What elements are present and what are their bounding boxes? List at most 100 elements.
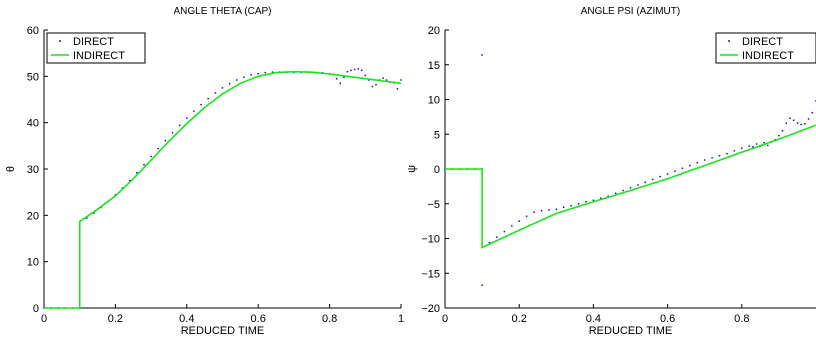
data-point: [755, 143, 758, 145]
y-tick-label: 20: [27, 210, 39, 222]
data-point: [644, 181, 647, 184]
data-point: [496, 236, 498, 239]
x-tick-label: 0: [442, 313, 448, 325]
data-point: [674, 170, 676, 173]
y-tick-label: 0: [434, 164, 440, 176]
data-point: [243, 76, 245, 79]
data-point: [778, 134, 780, 137]
chart-panel-2: ANGLE PSI (AZIMUT) 0 0.2 0.4 0.6 0.8 −20 −15 −10…: [406, 6, 816, 337]
data-point: [548, 209, 550, 211]
series-line-indirect: [44, 70, 402, 309]
data-point: [763, 141, 765, 144]
data-point: [350, 69, 352, 72]
y-tick-label: −20: [421, 303, 440, 315]
data-point: [207, 97, 210, 100]
data-point: [540, 209, 543, 212]
data-point: [364, 74, 367, 77]
chart-title: ANGLE PSI (AZIMUT): [581, 6, 680, 17]
data-point: [666, 173, 669, 175]
legend-box: [715, 32, 816, 64]
data-point: [385, 79, 388, 81]
data-point: [510, 225, 513, 227]
data-point: [696, 161, 699, 164]
legend-label: INDIRECT: [742, 50, 794, 62]
x-axis-label: REDUCED TIME: [181, 325, 265, 337]
y-tick-label: 50: [27, 71, 39, 83]
y-tick-label: −5: [427, 199, 440, 211]
data-point: [740, 147, 743, 150]
y-tick-label: 5: [434, 129, 440, 141]
data-point: [178, 124, 181, 127]
data-point: [400, 79, 402, 81]
data-point: [235, 79, 238, 81]
data-point: [164, 139, 167, 142]
data-point: [577, 202, 580, 205]
data-point: [629, 186, 632, 189]
y-tick-label: 0: [33, 303, 39, 315]
data-point: [357, 68, 360, 70]
data-point: [135, 171, 138, 174]
data-point: [659, 175, 662, 178]
legend-box: [46, 32, 146, 64]
data-point: [570, 204, 572, 207]
data-point: [343, 76, 345, 79]
data-point: [811, 111, 814, 114]
data-point: [250, 74, 253, 76]
data-point: [157, 147, 160, 150]
chart-title: ANGLE THETA (CAP): [174, 6, 272, 17]
y-tick-label: −15: [421, 268, 440, 280]
data-point: [651, 178, 654, 181]
data-point: [264, 71, 267, 74]
x-tick-label: 1: [398, 313, 404, 325]
data-point: [353, 68, 356, 71]
data-point: [346, 70, 349, 73]
data-point: [703, 159, 706, 161]
y-tick-label: 10: [27, 257, 39, 269]
data-point: [622, 189, 624, 192]
data-point: [733, 150, 736, 152]
legend: DIRECT INDIRECT: [715, 32, 816, 64]
data-point: [748, 145, 751, 148]
data-point: [796, 122, 799, 124]
data-point: [637, 184, 639, 186]
y-tick-label: 10: [428, 95, 440, 107]
legend-swatch-direct: [59, 40, 61, 42]
legend-label: DIRECT: [742, 36, 783, 48]
legend-swatch-direct: [728, 40, 730, 42]
x-tick-label: 0.8: [322, 313, 337, 325]
legend-label: INDIRECT: [73, 50, 125, 62]
x-tick-label: 0.6: [251, 313, 266, 325]
y-tick-label: −10: [421, 234, 440, 246]
data-point: [711, 157, 713, 159]
data-point: [752, 145, 754, 148]
series-line-indirect: [445, 124, 816, 249]
data-point: [555, 208, 558, 211]
data-point: [200, 103, 203, 106]
y-tick-label: 40: [27, 118, 39, 130]
y-tick-label: 20: [428, 25, 440, 37]
data-point: [257, 72, 260, 75]
y-axis-label: θ: [5, 166, 17, 172]
data-point: [585, 200, 587, 203]
series-points-direct: [444, 54, 816, 286]
y-tick-label: 15: [428, 60, 440, 72]
data-point: [807, 118, 810, 120]
y-tick-label: 30: [27, 164, 39, 176]
data-point: [371, 85, 374, 88]
data-point: [562, 206, 565, 209]
data-point: [785, 122, 788, 124]
data-point: [533, 211, 535, 214]
data-point: [481, 54, 483, 56]
x-tick-label: 0.4: [179, 313, 194, 325]
data-point: [804, 122, 806, 125]
legend-label: DIRECT: [73, 36, 114, 48]
data-point: [681, 167, 684, 170]
x-axis-label: REDUCED TIME: [589, 325, 673, 337]
data-point: [525, 215, 528, 218]
data-point: [614, 192, 617, 195]
legend: DIRECT INDIRECT: [46, 32, 146, 64]
data-point: [375, 83, 377, 86]
x-tick-label: 0.2: [512, 313, 527, 325]
data-point: [228, 82, 231, 85]
